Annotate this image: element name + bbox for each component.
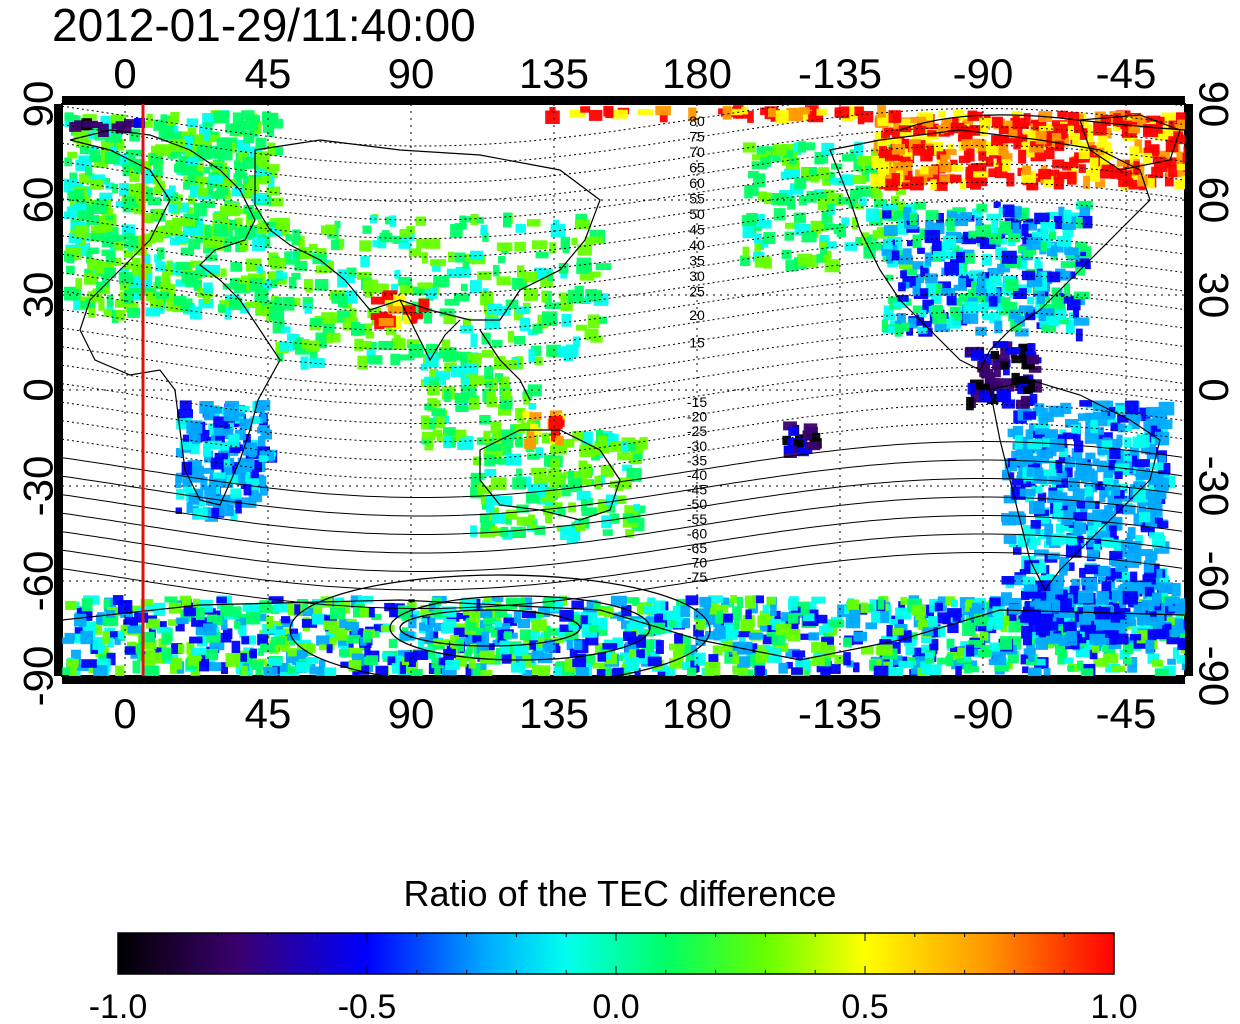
- y-left-tick-label: 30: [15, 272, 62, 319]
- y-left-tick-label: 90: [15, 81, 62, 128]
- x-bottom-tick-label: -45: [1096, 690, 1157, 737]
- contour-label: -70: [687, 555, 707, 571]
- y-right-tick-label: 0: [1191, 378, 1238, 401]
- y-right-tick-label: 90: [1191, 81, 1238, 128]
- x-bottom-tick-label: 45: [245, 690, 292, 737]
- contour-label: 60: [689, 175, 705, 191]
- colorbar-ticks: -1.0 -0.5 0.0 0.5 1.0: [89, 933, 1138, 1024]
- y-axis-right-labels: 90 60 30 0 -30 -60 -90: [1191, 81, 1238, 707]
- magnetic-latitude-contours: [62, 104, 1185, 676]
- x-top-tick-label: -45: [1096, 50, 1157, 97]
- colorbar-title: Ratio of the TEC difference: [403, 873, 837, 914]
- contour-label: -40: [687, 467, 707, 483]
- x-bottom-tick-label: 180: [662, 690, 732, 737]
- contour-label: -75: [687, 569, 707, 585]
- x-top-tick-label: -135: [798, 50, 882, 97]
- x-top-tick-label: 45: [245, 50, 292, 97]
- contour-label: 35: [689, 253, 705, 269]
- x-top-tick-label: 0: [113, 50, 136, 97]
- contour-label: -55: [687, 511, 707, 527]
- frame-bands: [54, 96, 1193, 684]
- contour-label: 50: [689, 206, 705, 222]
- colorbar-tick-label: 0.5: [841, 988, 888, 1024]
- y-right-tick-label: 60: [1191, 177, 1238, 224]
- coastlines: [62, 114, 1185, 661]
- y-right-tick-label: -60: [1191, 551, 1238, 612]
- x-top-tick-label: 180: [662, 50, 732, 97]
- contour-label: 70: [689, 144, 705, 160]
- contour-label: 80: [689, 113, 705, 129]
- contour-label: -35: [687, 452, 707, 468]
- contour-label: -65: [687, 540, 707, 556]
- y-right-tick-label: -90: [1191, 646, 1238, 707]
- contour-label: 40: [689, 237, 705, 253]
- y-axis-left-labels: 90 60 30 0 -30 -60 -90: [15, 81, 62, 707]
- contour-label: 55: [689, 191, 705, 207]
- x-bottom-tick-label: -135: [798, 690, 882, 737]
- contour-label: 25: [689, 284, 705, 300]
- contour-label: 30: [689, 268, 705, 284]
- contour-label: -30: [687, 438, 707, 454]
- contour-label: -25: [687, 423, 707, 439]
- tec-data-patches: [62, 105, 1185, 676]
- contour-label: -50: [687, 496, 707, 512]
- colorbar-tick-label: -1.0: [89, 988, 148, 1024]
- contour-label: 65: [689, 160, 705, 176]
- x-bottom-tick-label: 135: [519, 690, 589, 737]
- x-bottom-tick-label: 90: [388, 690, 435, 737]
- contour-label: -15: [687, 394, 707, 410]
- contour-label: 75: [689, 129, 705, 145]
- contour-label: 45: [689, 222, 705, 238]
- y-right-tick-label: 30: [1191, 272, 1238, 319]
- colorbar-tick-label: 1.0: [1090, 988, 1137, 1024]
- contour-label: 15: [689, 335, 705, 351]
- y-left-tick-label: -60: [15, 551, 62, 612]
- colorbar-tick-label: -0.5: [338, 988, 397, 1024]
- y-left-tick-label: -90: [15, 646, 62, 707]
- x-top-tick-label: 90: [388, 50, 435, 97]
- contour-label: -20: [687, 409, 707, 425]
- y-left-tick-label: -30: [15, 456, 62, 517]
- y-right-tick-label: -30: [1191, 456, 1238, 517]
- x-bottom-tick-label: -90: [953, 690, 1014, 737]
- contour-label: -60: [687, 525, 707, 541]
- map-title: 2012-01-29/11:40:00: [52, 0, 476, 51]
- x-axis-top-labels: 0 45 90 135 180 -135 -90 -45: [113, 50, 1156, 97]
- x-top-tick-label: -90: [953, 50, 1014, 97]
- colorbar-tick-label: 0.0: [592, 988, 639, 1024]
- contour-label: 20: [689, 307, 705, 323]
- x-axis-bottom-labels: 0 45 90 135 180 -135 -90 -45: [113, 690, 1156, 737]
- contour-label: -45: [687, 482, 707, 498]
- y-left-tick-label: 60: [15, 177, 62, 224]
- x-top-tick-label: 135: [519, 50, 589, 97]
- x-bottom-tick-label: 0: [113, 690, 136, 737]
- y-left-tick-label: 0: [15, 378, 62, 401]
